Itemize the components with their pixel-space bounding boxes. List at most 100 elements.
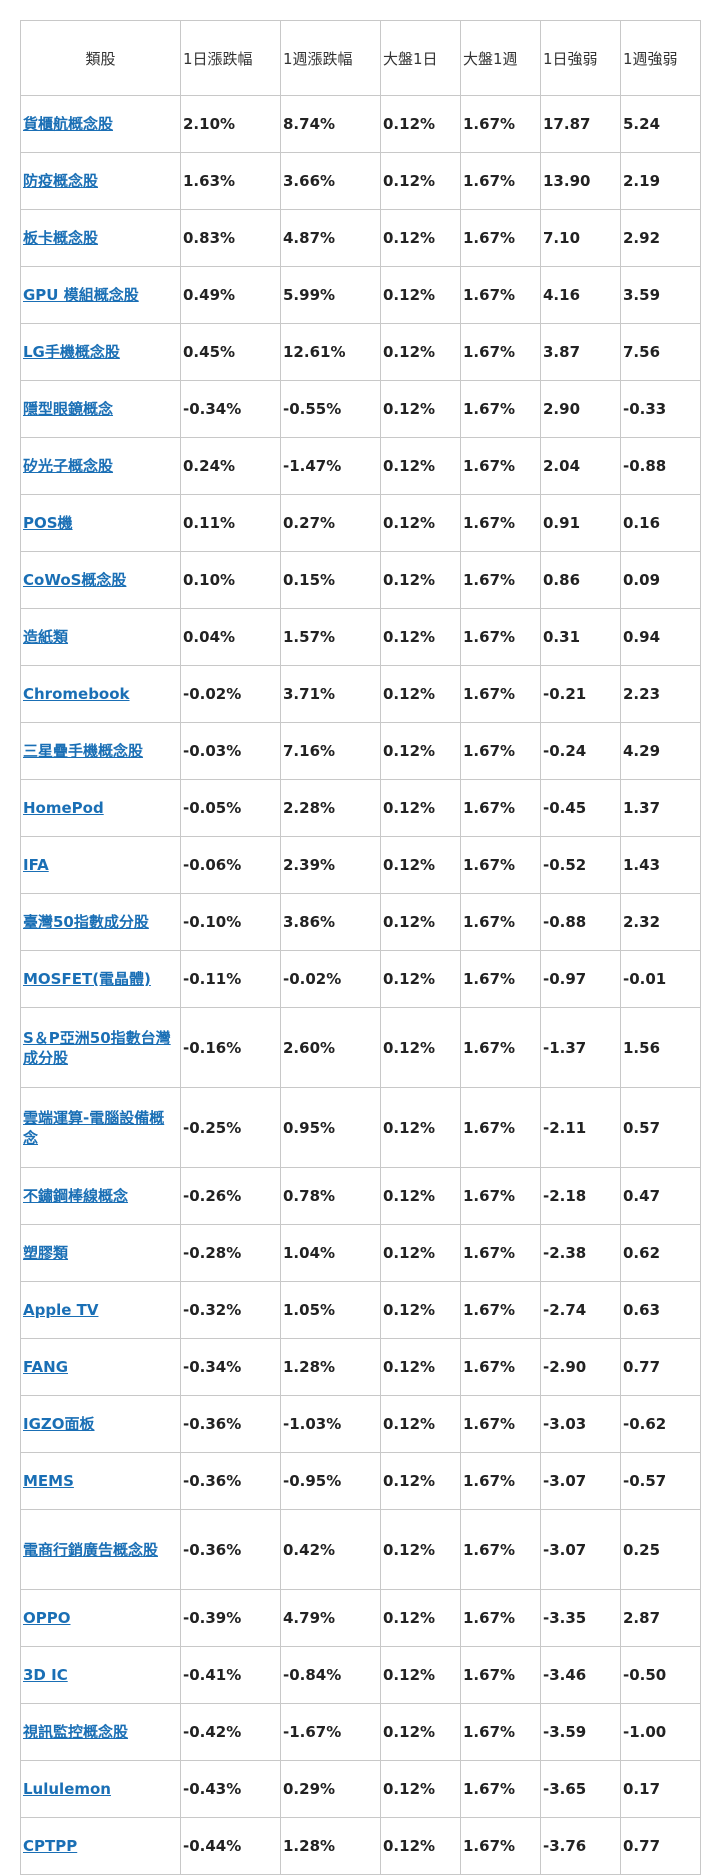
sector-link[interactable]: 防疫概念股 bbox=[23, 172, 99, 190]
sector-link[interactable]: 貨櫃航概念股 bbox=[23, 115, 114, 133]
cell-1d-change: 0.45% bbox=[180, 323, 281, 381]
cell-market-1d: 0.12% bbox=[380, 1338, 461, 1396]
table-row: 3D IC -0.41% -0.84% 0.12% 1.67% -3.46 -0.50 bbox=[20, 1646, 701, 1704]
sector-link[interactable]: 造紙類 bbox=[23, 628, 69, 646]
cell-1d-strength: -0.24 bbox=[540, 722, 621, 780]
sector-link[interactable]: 電商行銷廣告概念股 bbox=[23, 1540, 159, 1559]
sector-link[interactable]: CPTPP bbox=[23, 1837, 78, 1855]
cell-market-1d: 0.12% bbox=[380, 665, 461, 723]
cell-market-1w: 1.67% bbox=[460, 1760, 541, 1818]
cell-1w-change: 0.15% bbox=[280, 551, 381, 609]
cell-sector-name: 造紙類 bbox=[20, 608, 181, 666]
cell-1w-strength: 0.16 bbox=[620, 494, 701, 552]
cell-1d-strength: -0.45 bbox=[540, 779, 621, 837]
cell-1d-strength: 7.10 bbox=[540, 209, 621, 267]
cell-1w-strength: 2.23 bbox=[620, 665, 701, 723]
table-row: IGZO面板 -0.36% -1.03% 0.12% 1.67% -3.03 -0.62 bbox=[20, 1395, 701, 1453]
sector-link[interactable]: 雲端運算-電腦設備概念 bbox=[23, 1108, 165, 1147]
sector-link[interactable]: S＆P亞洲50指數台灣成分股 bbox=[23, 1028, 171, 1067]
cell-market-1d: 0.12% bbox=[380, 1395, 461, 1453]
cell-1d-change: -0.03% bbox=[180, 722, 281, 780]
table-row: Apple TV -0.32% 1.05% 0.12% 1.67% -2.74 0.63 bbox=[20, 1281, 701, 1339]
cell-market-1d: 0.12% bbox=[380, 1281, 461, 1339]
cell-1w-change: 1.05% bbox=[280, 1281, 381, 1339]
table-row: POS機 0.11% 0.27% 0.12% 1.67% 0.91 0.16 bbox=[20, 494, 701, 552]
cell-1w-change: -1.03% bbox=[280, 1395, 381, 1453]
cell-1d-strength: -3.65 bbox=[540, 1760, 621, 1818]
sector-link[interactable]: HomePod bbox=[23, 799, 104, 817]
cell-1w-change: 2.60% bbox=[280, 1007, 381, 1088]
cell-market-1w: 1.67% bbox=[460, 1224, 541, 1282]
sector-link[interactable]: GPU 模組概念股 bbox=[23, 286, 139, 304]
sector-link[interactable]: FANG bbox=[23, 1358, 68, 1376]
header-1w-strength: 1週強弱 bbox=[620, 20, 701, 96]
sector-link[interactable]: MOSFET(電晶體) bbox=[23, 970, 151, 988]
cell-market-1w: 1.67% bbox=[460, 95, 541, 153]
table-row: 隱型眼鏡概念 -0.34% -0.55% 0.12% 1.67% 2.90 -0.33 bbox=[20, 380, 701, 438]
sector-link[interactable]: Lululemon bbox=[23, 1780, 111, 1798]
sector-link[interactable]: MEMS bbox=[23, 1472, 74, 1490]
sector-link[interactable]: 隱型眼鏡概念 bbox=[23, 400, 114, 418]
cell-sector-name: Lululemon bbox=[20, 1760, 181, 1818]
cell-1w-strength: 0.47 bbox=[620, 1167, 701, 1225]
header-market-1d: 大盤1日 bbox=[380, 20, 461, 96]
cell-market-1w: 1.67% bbox=[460, 494, 541, 552]
sector-link[interactable]: 塑膠類 bbox=[23, 1244, 69, 1262]
cell-1w-strength: 7.56 bbox=[620, 323, 701, 381]
cell-1w-strength: 3.59 bbox=[620, 266, 701, 324]
table-row: CPTPP -0.44% 1.28% 0.12% 1.67% -3.76 0.77 bbox=[20, 1817, 701, 1875]
cell-market-1d: 0.12% bbox=[380, 1817, 461, 1875]
cell-market-1w: 1.67% bbox=[460, 1338, 541, 1396]
cell-market-1d: 0.12% bbox=[380, 266, 461, 324]
cell-sector-name: OPPO bbox=[20, 1589, 181, 1647]
cell-1w-strength: 1.56 bbox=[620, 1007, 701, 1088]
sector-link[interactable]: Apple TV bbox=[23, 1301, 99, 1319]
cell-market-1w: 1.67% bbox=[460, 1452, 541, 1510]
sector-link[interactable]: 矽光子概念股 bbox=[23, 457, 114, 475]
cell-1w-strength: 2.32 bbox=[620, 893, 701, 951]
cell-market-1d: 0.12% bbox=[380, 893, 461, 951]
sector-link[interactable]: POS機 bbox=[23, 514, 73, 532]
sector-link[interactable]: 視訊監控概念股 bbox=[23, 1723, 129, 1741]
sector-link[interactable]: LG手機概念股 bbox=[23, 343, 120, 361]
cell-1w-strength: 0.17 bbox=[620, 1760, 701, 1818]
sector-link[interactable]: Chromebook bbox=[23, 685, 130, 703]
sector-link[interactable]: IGZO面板 bbox=[23, 1415, 95, 1433]
table-body: 貨櫃航概念股 2.10% 8.74% 0.12% 1.67% 17.87 5.24 防疫概念股… bbox=[20, 95, 701, 1875]
cell-1d-strength: -3.03 bbox=[540, 1395, 621, 1453]
cell-sector-name: 塑膠類 bbox=[20, 1224, 181, 1282]
cell-1w-change: 2.28% bbox=[280, 779, 381, 837]
table-row: LG手機概念股 0.45% 12.61% 0.12% 1.67% 3.87 7.56 bbox=[20, 323, 701, 381]
cell-market-1w: 1.67% bbox=[460, 950, 541, 1008]
cell-market-1w: 1.67% bbox=[460, 323, 541, 381]
cell-market-1d: 0.12% bbox=[380, 380, 461, 438]
cell-market-1w: 1.67% bbox=[460, 1167, 541, 1225]
cell-1w-change: 3.66% bbox=[280, 152, 381, 210]
table-row: 防疫概念股 1.63% 3.66% 0.12% 1.67% 13.90 2.19 bbox=[20, 152, 701, 210]
cell-sector-name: 防疫概念股 bbox=[20, 152, 181, 210]
table-row: HomePod -0.05% 2.28% 0.12% 1.67% -0.45 1.37 bbox=[20, 779, 701, 837]
cell-1w-change: 1.28% bbox=[280, 1817, 381, 1875]
cell-1w-change: -0.55% bbox=[280, 380, 381, 438]
cell-1w-strength: 4.29 bbox=[620, 722, 701, 780]
sector-link[interactable]: 不鏽鋼棒線概念 bbox=[23, 1187, 129, 1205]
sector-link[interactable]: OPPO bbox=[23, 1609, 71, 1627]
cell-1d-change: -0.43% bbox=[180, 1760, 281, 1818]
cell-1d-change: -0.25% bbox=[180, 1087, 281, 1168]
cell-1d-change: -0.11% bbox=[180, 950, 281, 1008]
cell-1w-change: -1.67% bbox=[280, 1703, 381, 1761]
cell-market-1w: 1.67% bbox=[460, 1281, 541, 1339]
cell-market-1w: 1.67% bbox=[460, 722, 541, 780]
sector-link[interactable]: 三星疊手機概念股 bbox=[23, 742, 144, 760]
cell-market-1d: 0.12% bbox=[380, 1087, 461, 1168]
sector-link[interactable]: 板卡概念股 bbox=[23, 229, 99, 247]
sector-link[interactable]: CoWoS概念股 bbox=[23, 571, 127, 589]
cell-1d-change: -0.05% bbox=[180, 779, 281, 837]
sector-link[interactable]: 臺灣50指數成分股 bbox=[23, 913, 149, 931]
cell-market-1w: 1.67% bbox=[460, 1509, 541, 1590]
cell-sector-name: 視訊監控概念股 bbox=[20, 1703, 181, 1761]
sector-link[interactable]: IFA bbox=[23, 856, 49, 874]
sector-link[interactable]: 3D IC bbox=[23, 1666, 68, 1684]
cell-market-1w: 1.67% bbox=[460, 1087, 541, 1168]
cell-1d-strength: -2.38 bbox=[540, 1224, 621, 1282]
